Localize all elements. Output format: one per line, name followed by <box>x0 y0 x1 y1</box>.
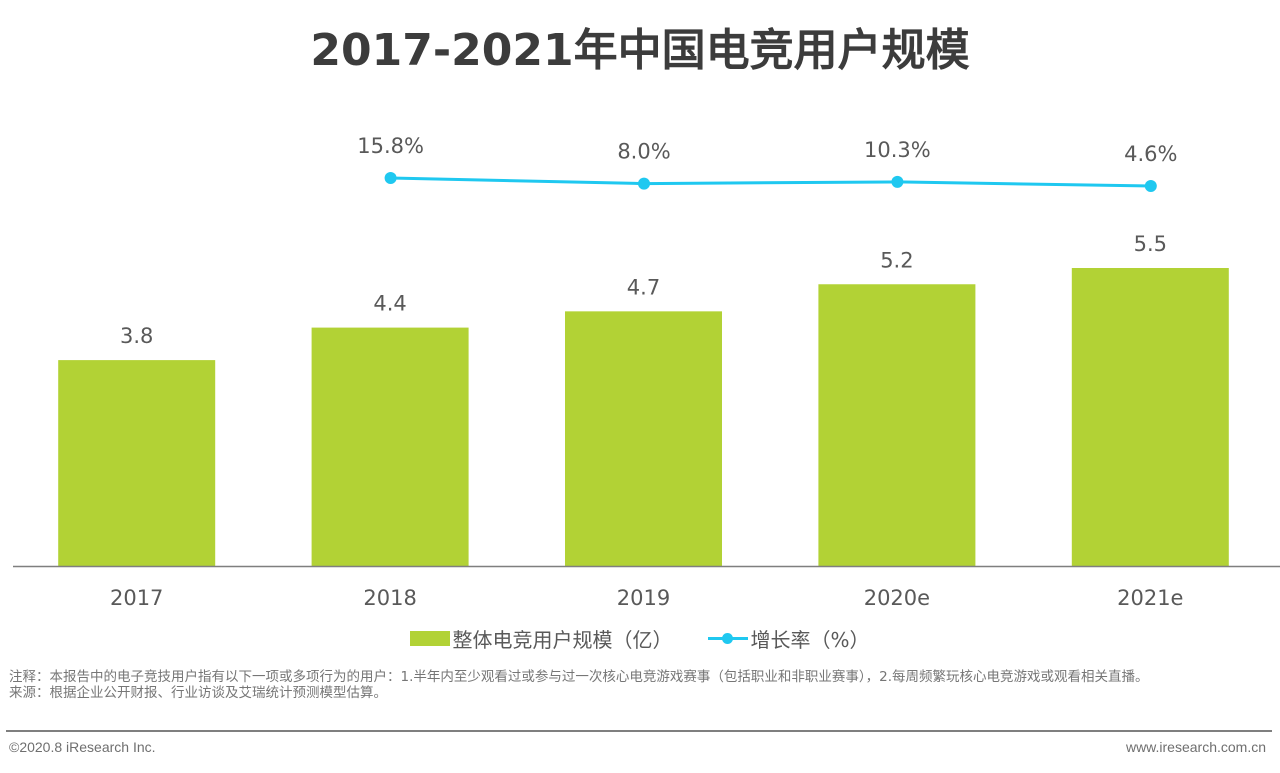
growth-label-2021e: 4.6% <box>1124 142 1177 166</box>
bar-2019 <box>565 311 722 566</box>
legend-bar-label: 整体电竞用户规模（亿） <box>452 628 673 652</box>
x-tick-labels: 2017 2018 2019 2020e 2021e <box>110 586 1184 610</box>
bar-2018 <box>311 327 469 566</box>
legend-line-marker <box>708 631 749 646</box>
legend-item-growth: 增长率（%） <box>708 624 870 653</box>
growth-line <box>390 176 1151 188</box>
bar-2021e <box>1071 268 1229 566</box>
bar-label-2017: 3.8 <box>120 324 153 348</box>
notes: 注释：本报告中的电子竞技用户指有以下一项或多项行为的用户：1.半年内至少观看过或… <box>9 669 1271 701</box>
growth-label-2018: 15.8% <box>357 134 424 158</box>
growth-data-labels: 15.8% 8.0% 10.3% 4.6% <box>357 134 1177 166</box>
legend: 整体电竞用户规模（亿） 增长率（%） <box>0 624 1280 653</box>
x-tick-2017: 2017 <box>110 586 163 610</box>
legend-line-label: 增长率（%） <box>750 628 870 652</box>
legend-item-users: 整体电竞用户规模（亿） <box>410 624 672 653</box>
bar-label-2020e: 5.2 <box>880 248 913 272</box>
growth-point-2018 <box>384 172 397 184</box>
chart: 3.8 4.4 4.7 5.2 5.5 2017 2018 2019 2020e 2021e 1… <box>13 134 1280 610</box>
bar-label-2019: 4.7 <box>627 275 660 299</box>
page-title: 2017-2021年中国电竞用户规模 <box>310 25 970 76</box>
footer-divider <box>6 730 1272 732</box>
website-link[interactable]: www.iresearch.com.cn <box>1125 739 1266 755</box>
growth-point-2020e <box>891 175 904 188</box>
bar-label-2018: 4.4 <box>373 292 406 316</box>
bar-2017 <box>58 360 216 566</box>
bar-label-2021e: 5.5 <box>1134 232 1167 256</box>
legend-bar-swatch <box>410 631 451 646</box>
growth-label-2019: 8.0% <box>617 140 670 164</box>
source-text: 来源：根据企业公开财报、行业访谈及艾瑞统计预测模型估算。 <box>9 685 387 701</box>
growth-label-2020e: 10.3% <box>864 138 931 162</box>
growth-point-2019 <box>638 177 650 190</box>
x-tick-2021e: 2021e <box>1117 586 1183 610</box>
bar-data-labels: 3.8 4.4 4.7 5.2 5.5 <box>120 232 1167 348</box>
x-tick-2018: 2018 <box>363 586 416 610</box>
x-tick-2020e: 2020e <box>864 586 930 610</box>
growth-line-series <box>384 172 1157 192</box>
bar-series <box>58 268 1229 566</box>
growth-point-2021e <box>1144 180 1157 192</box>
x-tick-2019: 2019 <box>617 586 670 610</box>
note-text: 注释：本报告中的电子竞技用户指有以下一项或多项行为的用户：1.半年内至少观看过或… <box>9 669 1149 685</box>
bar-2020e <box>818 284 976 566</box>
copyright: ©2020.8 iResearch Inc. <box>9 739 156 755</box>
